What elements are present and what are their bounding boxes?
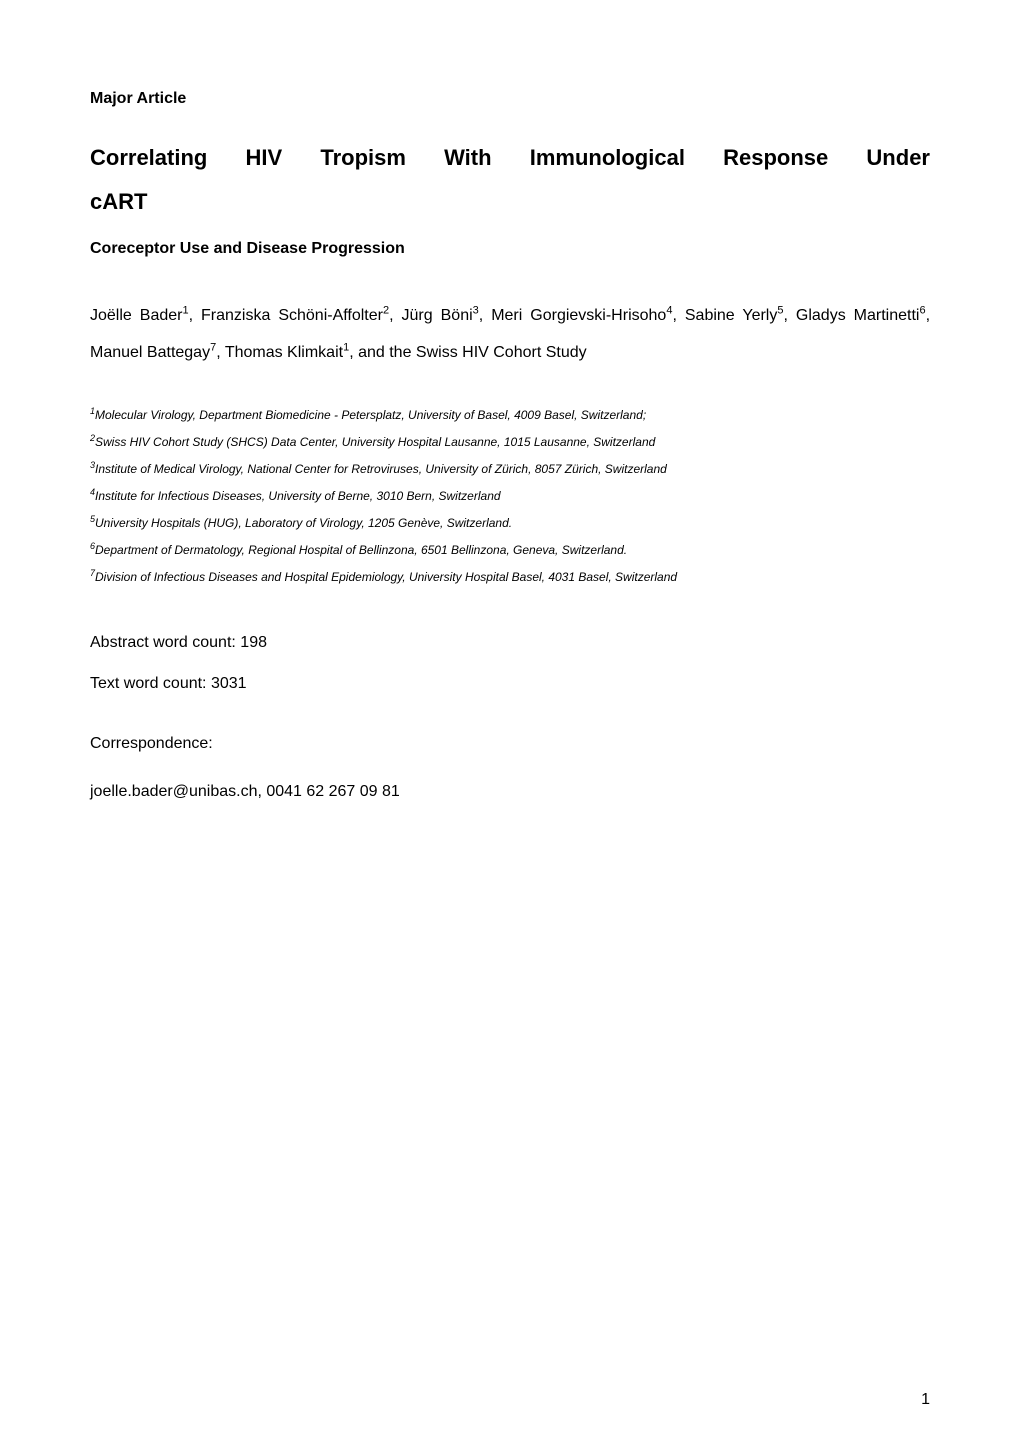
affiliation: 7Division of Infectious Diseases and Hos… xyxy=(90,564,930,589)
affiliation-text: Molecular Virology, Department Biomedici… xyxy=(95,408,646,422)
correspondence-value: joelle.bader@unibas.ch, 0041 62 267 09 8… xyxy=(90,783,930,801)
author-sup: 2 xyxy=(383,305,389,317)
affiliation: 4Institute for Infectious Diseases, Univ… xyxy=(90,483,930,508)
authors-block: Joëlle Bader1, Franziska Schöni-Affolter… xyxy=(90,298,930,372)
authors-tail: , and the Swiss HIV Cohort Study xyxy=(349,344,586,361)
correspondence-label: Correspondence: xyxy=(90,735,930,753)
affiliation-text: Institute of Medical Virology, National … xyxy=(95,462,667,476)
text-word-count: Text word count: 3031 xyxy=(90,666,930,701)
affiliation-text: University Hospitals (HUG), Laboratory o… xyxy=(95,516,512,530)
author-name: Franziska Schöni-Affolter xyxy=(201,307,383,324)
section-label: Major Article xyxy=(90,90,930,108)
author-name: Sabine Yerly xyxy=(685,307,777,324)
affiliation: 2Swiss HIV Cohort Study (SHCS) Data Cent… xyxy=(90,429,930,454)
affiliation-text: Department of Dermatology, Regional Hosp… xyxy=(95,543,627,557)
affiliation-text: Swiss HIV Cohort Study (SHCS) Data Cente… xyxy=(95,435,655,449)
author-sup: 4 xyxy=(666,305,672,317)
affiliation: 6Department of Dermatology, Regional Hos… xyxy=(90,537,930,562)
affiliation: 1Molecular Virology, Department Biomedic… xyxy=(90,402,930,427)
title-line-1: Correlating HIV Tropism With Immunologic… xyxy=(90,136,930,180)
author-name: Joëlle Bader xyxy=(90,307,182,324)
title-line-2: cART xyxy=(90,180,930,224)
author-name: Gladys Martinetti xyxy=(796,307,920,324)
affiliation-text: Institute for Infectious Diseases, Unive… xyxy=(95,489,501,503)
author-name: Meri Gorgievski-Hrisoho xyxy=(491,307,666,324)
word-counts: Abstract word count: 198 Text word count… xyxy=(90,625,930,701)
abstract-word-count: Abstract word count: 198 xyxy=(90,625,930,660)
author-sup: 7 xyxy=(210,341,216,353)
affiliation-text: Division of Infectious Diseases and Hosp… xyxy=(95,570,677,584)
affiliations-block: 1Molecular Virology, Department Biomedic… xyxy=(90,402,930,589)
affiliation: 5University Hospitals (HUG), Laboratory … xyxy=(90,510,930,535)
author-sup: 6 xyxy=(919,305,925,317)
author-name: Thomas Klimkait xyxy=(225,344,343,361)
author-sup: 1 xyxy=(182,305,188,317)
author-sup: 3 xyxy=(473,305,479,317)
author-name: Manuel Battegay xyxy=(90,344,210,361)
page-number: 1 xyxy=(921,1391,930,1409)
affiliation: 3Institute of Medical Virology, National… xyxy=(90,456,930,481)
author-name: Jürg Böni xyxy=(402,307,473,324)
article-title: Correlating HIV Tropism With Immunologic… xyxy=(90,136,930,224)
article-subtitle: Coreceptor Use and Disease Progression xyxy=(90,240,930,258)
author-sup: 5 xyxy=(777,305,783,317)
